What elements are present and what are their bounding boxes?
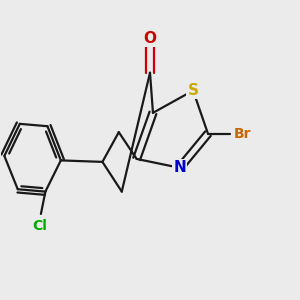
Text: O: O	[143, 31, 157, 46]
Text: N: N	[173, 160, 186, 175]
Text: S: S	[188, 83, 199, 98]
Text: Cl: Cl	[33, 219, 47, 233]
Text: Br: Br	[233, 127, 251, 141]
